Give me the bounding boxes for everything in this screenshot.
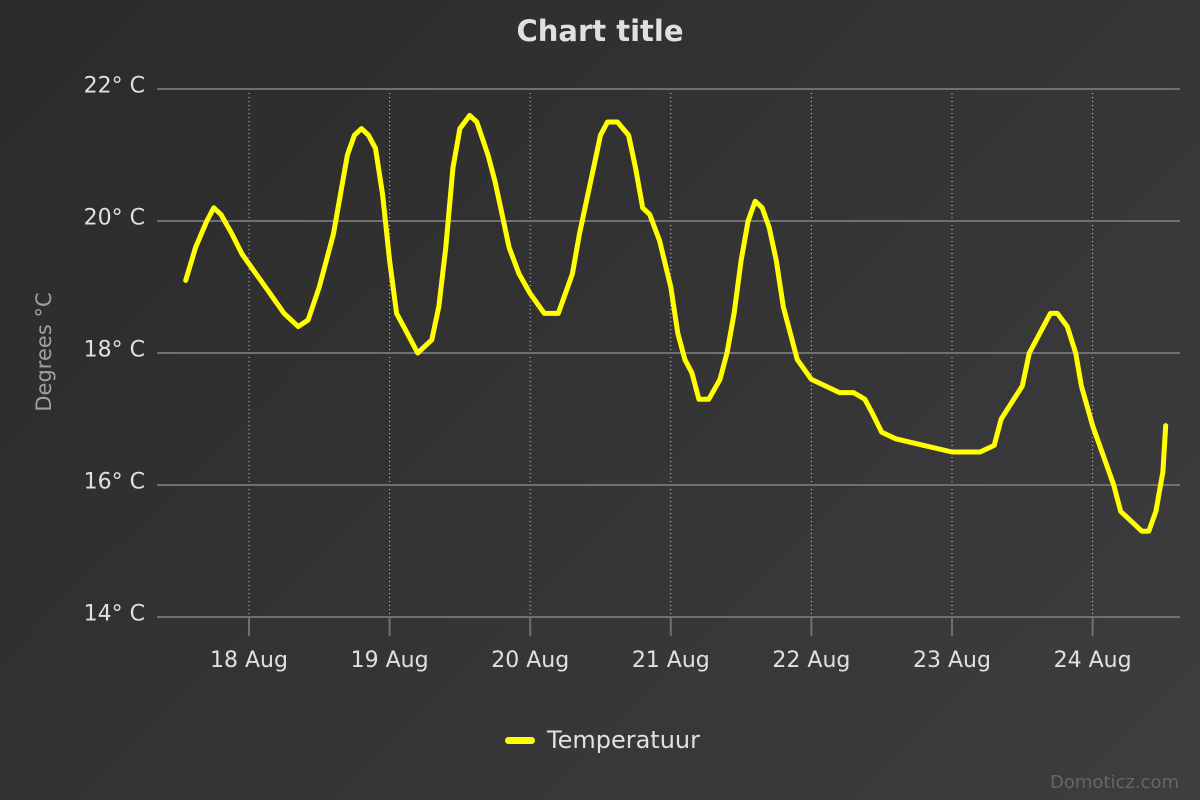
legend-item-temperatuur[interactable]: Temperatuur: [505, 726, 700, 754]
x-tick-label: 24 Aug: [1053, 648, 1132, 673]
x-tick-label: 23 Aug: [913, 648, 991, 673]
y-tick-label: 20° C: [83, 205, 145, 231]
y-tick-label: 16° C: [83, 469, 145, 495]
x-tick-label: 19 Aug: [350, 648, 429, 673]
credits-link[interactable]: Domoticz.com: [1050, 772, 1179, 793]
x-tick-label: 18 Aug: [210, 648, 288, 673]
y-tick-label: 22° C: [83, 73, 145, 99]
y-gridlines: [157, 88, 1180, 618]
x-tick-label: 21 Aug: [631, 648, 710, 673]
legend-line-icon: [505, 736, 535, 744]
temperature-series-line[interactable]: [183, 112, 1169, 534]
x-tick-marks: [248, 617, 1094, 636]
y-tick-label: 14° C: [83, 601, 145, 627]
chart-title: Chart title: [516, 14, 684, 48]
x-tick-label: 22 Aug: [772, 648, 851, 673]
legend-label: Temperatuur: [547, 726, 700, 754]
y-tick-label: 18° C: [83, 337, 145, 363]
x-tick-label: 20 Aug: [491, 648, 570, 673]
y-axis-title: Degrees °C: [32, 292, 56, 412]
